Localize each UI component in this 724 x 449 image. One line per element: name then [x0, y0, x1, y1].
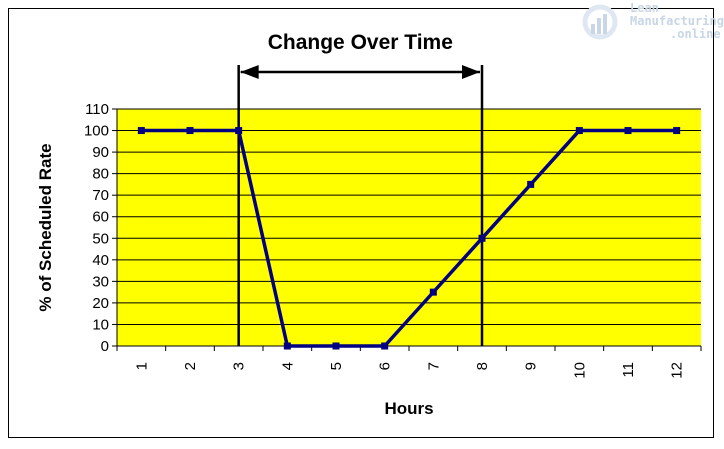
y-tick-label: 30 — [92, 273, 109, 290]
y-tick-label: 80 — [92, 166, 109, 183]
annotation: Change Over Time — [240, 31, 480, 79]
watermark-line-2: Manufacturing — [630, 14, 724, 28]
annotation-lines — [237, 65, 484, 346]
x-tick-label: 12 — [669, 362, 686, 379]
y-tick-label: 10 — [92, 316, 109, 333]
y-tick-label: 0 — [101, 338, 109, 355]
series-line — [137, 127, 681, 350]
y-tick-label: 50 — [92, 230, 109, 247]
y-tick-label: 60 — [92, 209, 109, 226]
data-point — [527, 180, 535, 188]
data-point — [235, 127, 243, 135]
data-point — [381, 342, 389, 350]
arrow-head-right — [462, 65, 480, 79]
x-tick-label: 3 — [231, 362, 248, 370]
annotation-label: Change Over Time — [268, 31, 453, 54]
data-point — [137, 127, 145, 135]
y-tick-label: 70 — [92, 187, 109, 204]
data-point — [283, 342, 291, 350]
watermark-logo: Lean Manufacturing .online — [582, 1, 724, 41]
y-tick-label: 110 — [85, 101, 109, 118]
plot-area — [117, 109, 701, 346]
gear-icon — [582, 4, 618, 40]
watermark-line-1: Lean — [630, 1, 659, 15]
data-point — [186, 127, 194, 135]
chart-frame: 0 10 20 30 40 50 60 70 80 90 100 110 1 2 3 4 5 6 7 8 9 10 11 12… — [8, 8, 714, 438]
data-point — [478, 234, 486, 242]
y-tick-label: 20 — [92, 295, 109, 312]
y-tick-label: 90 — [92, 144, 109, 161]
series-line-path — [141, 128, 677, 348]
x-tick-label: 8 — [474, 362, 491, 370]
watermark-line-3: .online — [670, 27, 721, 41]
x-tick-label: 5 — [328, 362, 345, 370]
data-point — [673, 127, 681, 135]
x-tick-label: 11 — [620, 362, 637, 378]
y-tick-label: 100 — [84, 123, 109, 140]
x-tick-label: 1 — [133, 362, 150, 370]
x-tick-label: 4 — [279, 362, 296, 370]
y-axis-title: % of Scheduled Rate — [36, 143, 55, 311]
data-point — [332, 342, 340, 350]
x-tick-label: 2 — [182, 362, 199, 370]
x-axis-title: Hours — [384, 399, 433, 418]
x-tick-label: 6 — [377, 362, 394, 370]
x-tick-label: 9 — [523, 362, 540, 370]
x-tick-label: 10 — [571, 362, 588, 379]
x-tick-label: 7 — [425, 362, 442, 370]
y-tick-label: 40 — [92, 252, 109, 269]
arrow-head-left — [240, 65, 259, 79]
data-point — [429, 288, 437, 296]
data-point — [575, 127, 583, 135]
data-point — [624, 127, 632, 135]
